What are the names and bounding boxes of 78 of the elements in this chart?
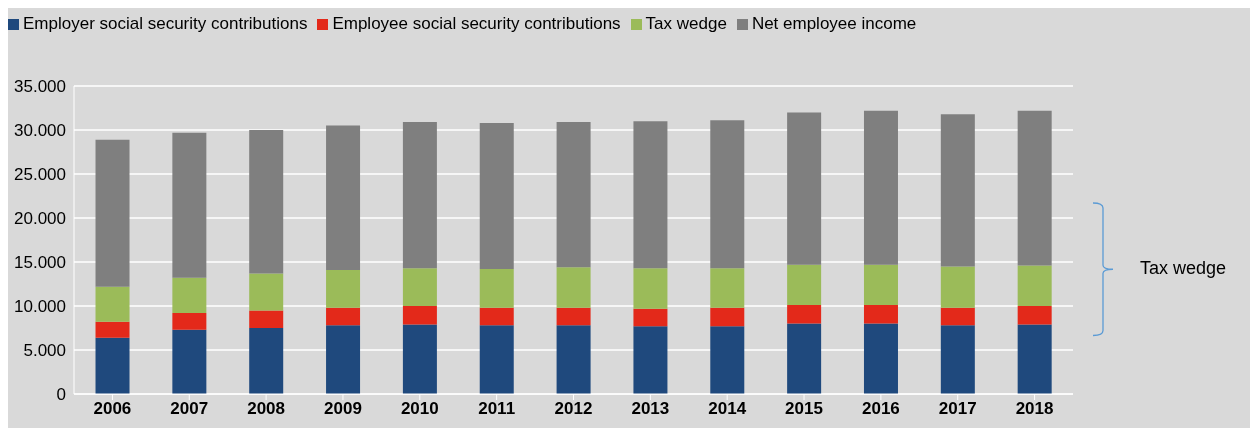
bar [556, 267, 591, 308]
bar [556, 122, 591, 268]
bar [479, 122, 514, 270]
bar [863, 323, 898, 394]
legend-label: Employer social security contributions [23, 14, 308, 33]
bar [787, 323, 822, 394]
y-tick-label: 10.000 [14, 297, 66, 317]
bar [710, 268, 745, 308]
bar [863, 264, 898, 306]
x-tick-label: 2013 [631, 399, 670, 419]
bar [863, 110, 898, 265]
bar [1017, 110, 1052, 266]
bar [787, 305, 822, 324]
x-tick-label: 2017 [938, 399, 977, 419]
bar [940, 307, 975, 326]
bar [1017, 324, 1052, 394]
x-tick-label: 2007 [170, 399, 209, 419]
bar [633, 308, 668, 327]
y-tick-label: 25.000 [14, 165, 66, 185]
bar [863, 305, 898, 324]
bar [479, 269, 514, 308]
x-tick-label: 2012 [554, 399, 593, 419]
bar [249, 328, 284, 394]
bar [172, 277, 207, 314]
bar [710, 120, 745, 269]
bar [633, 326, 668, 394]
x-tick-label: 2014 [708, 399, 747, 419]
x-tick-label: 2018 [1015, 399, 1054, 419]
bar [326, 307, 361, 326]
x-tick-label: 2011 [478, 399, 516, 419]
bar [95, 286, 130, 322]
bar [479, 325, 514, 394]
bar [95, 139, 130, 287]
legend-label: Net employee income [751, 14, 917, 33]
legend-label: Employee social security contributions [332, 14, 621, 33]
y-tick-label: 20.000 [14, 209, 66, 229]
bar [710, 326, 745, 394]
bar [710, 307, 745, 327]
bar [249, 310, 284, 328]
bar [172, 329, 207, 394]
bar [940, 325, 975, 394]
text: Tax wedge [1140, 258, 1227, 280]
bar [402, 306, 437, 325]
x-tick-label: 2015 [785, 399, 823, 419]
y-tick-label: 35.000 [14, 77, 66, 97]
legend-label: Tax wedge [645, 14, 727, 33]
bar [787, 112, 822, 265]
x-tick-label: 2010 [400, 399, 439, 419]
bar [172, 313, 207, 330]
y-tick-label: 0 [56, 385, 66, 405]
y-tick-label: 30.000 [14, 121, 66, 141]
bar [479, 307, 514, 326]
y-tick-label: 5.000 [23, 341, 66, 361]
bar [1017, 265, 1052, 306]
bar [402, 268, 437, 306]
bar [402, 122, 437, 269]
bar [249, 273, 284, 311]
bar [556, 325, 591, 394]
bar [249, 130, 284, 274]
bar [95, 321, 130, 338]
bar [326, 269, 361, 308]
y-tick-label: 15.000 [14, 253, 66, 273]
bar [402, 324, 437, 394]
bar [326, 325, 361, 394]
bar [1017, 306, 1052, 325]
x-tick-label: 2009 [324, 399, 362, 419]
x-tick-label: 2008 [247, 399, 286, 419]
x-tick-label: 2016 [861, 399, 900, 419]
x-tick-label: 2006 [93, 399, 132, 419]
bar [556, 307, 591, 326]
bar [633, 121, 668, 269]
bar [633, 268, 668, 309]
bar [940, 114, 975, 267]
bar [326, 125, 361, 270]
bar [172, 132, 207, 278]
bar [940, 266, 975, 308]
bar [787, 264, 822, 306]
bar [95, 337, 130, 394]
